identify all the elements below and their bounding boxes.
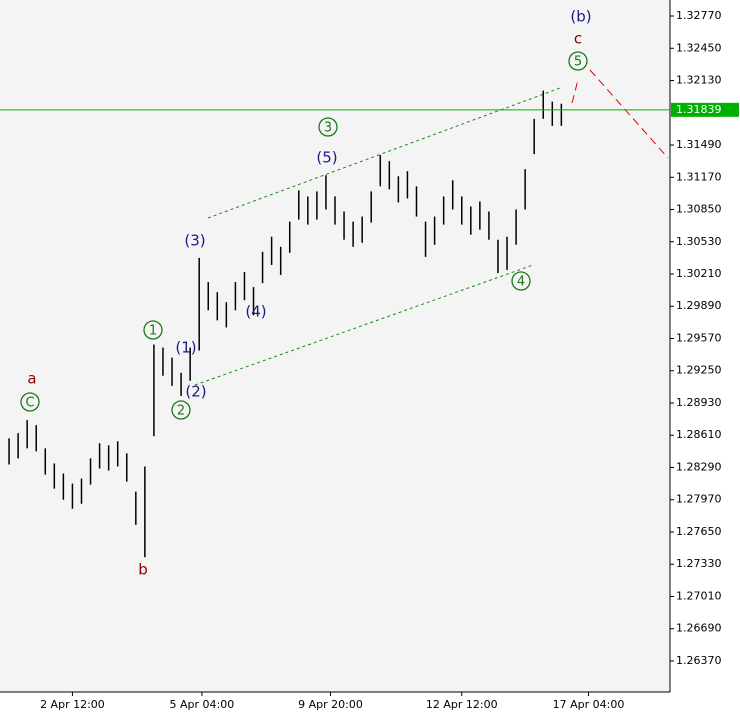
wave-label: 2 [177, 404, 185, 419]
x-tick-label: 12 Apr 12:00 [426, 698, 498, 711]
y-tick-label: 1.29250 [676, 364, 722, 377]
plot-area [0, 0, 670, 692]
wave-circle [568, 51, 588, 71]
wave-label: (4) [245, 303, 266, 321]
wave-label: c [574, 30, 582, 48]
y-tick-label: 1.27330 [676, 557, 722, 570]
wave-label: (3) [184, 232, 205, 250]
wave-label: C [25, 396, 34, 411]
y-tick-label: 1.28930 [676, 396, 722, 409]
y-tick-label: 1.29890 [676, 299, 722, 312]
wave-label: (2) [185, 383, 206, 401]
wave-label: (5) [316, 149, 337, 167]
wave-label: 5 [574, 55, 582, 70]
y-tick-label: 1.27650 [676, 525, 722, 538]
y-tick-label: 1.28610 [676, 428, 722, 441]
wave-label: a [27, 370, 36, 388]
wave-label: (b) [570, 8, 591, 26]
wave-label: b [138, 561, 148, 579]
x-tick-label: 2 Apr 12:00 [40, 698, 105, 711]
y-tick-label: 1.28290 [676, 460, 722, 473]
x-tick-label: 9 Apr 20:00 [298, 698, 363, 711]
wave-circle [511, 271, 531, 291]
projection [589, 69, 669, 159]
y-tick-label: 1.29570 [676, 331, 722, 344]
wave-circle [143, 320, 163, 340]
projection [571, 79, 579, 104]
price-label: 1.31839 [676, 103, 722, 116]
y-tick-label: 1.26370 [676, 654, 722, 667]
y-tick-label: 1.30530 [676, 235, 722, 248]
y-tick-label: 1.30850 [676, 203, 722, 216]
wave-circle [20, 392, 40, 412]
x-tick-label: 17 Apr 04:00 [553, 698, 625, 711]
y-tick-label: 1.27970 [676, 493, 722, 506]
y-tick-label: 1.32130 [676, 74, 722, 87]
price-label-box [671, 102, 739, 117]
wave-label: 3 [324, 121, 332, 136]
y-tick-label: 1.32770 [676, 9, 722, 22]
wave-label: 1 [149, 324, 157, 339]
y-tick-label: 1.26690 [676, 622, 722, 635]
wave-circle [318, 117, 338, 137]
wave-circle [171, 400, 191, 420]
y-tick-label: 1.30210 [676, 267, 722, 280]
y-tick-label: 1.27010 [676, 589, 722, 602]
y-tick-label: 1.31490 [676, 138, 722, 151]
x-tick-label: 5 Apr 04:00 [170, 698, 235, 711]
y-tick-label: 1.32450 [676, 41, 722, 54]
wave-label: 4 [517, 275, 525, 290]
y-tick-label: 1.31170 [676, 170, 722, 183]
wave-label: (1) [175, 339, 196, 357]
